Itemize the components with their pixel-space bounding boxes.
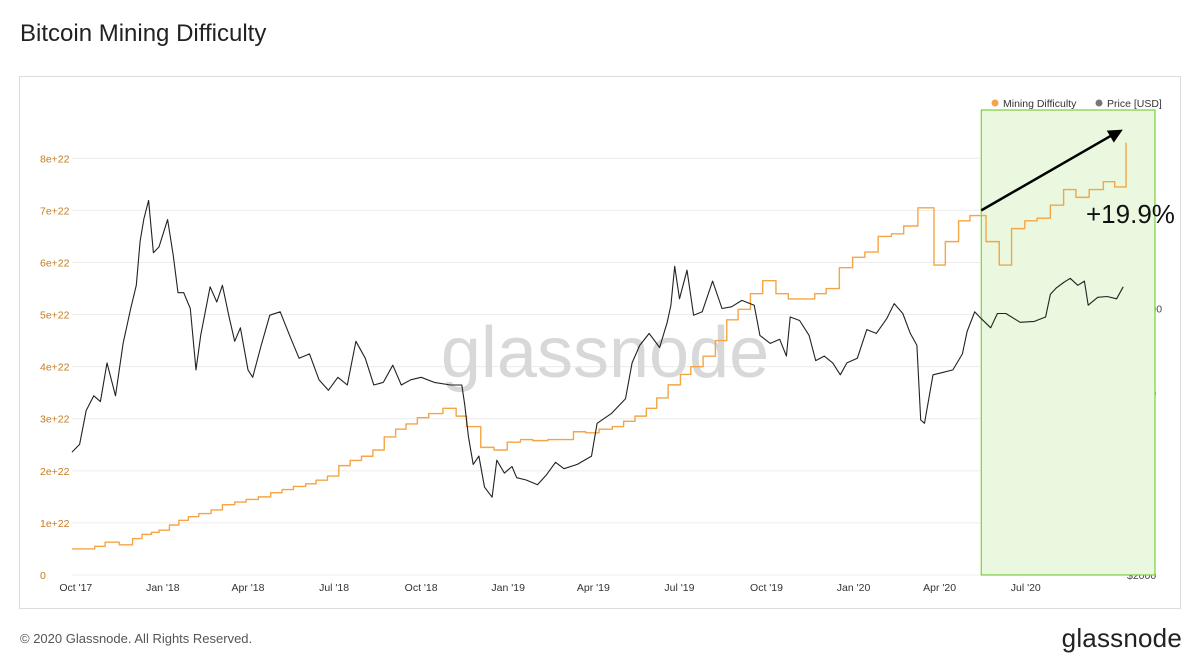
highlight-region <box>980 109 1156 576</box>
x-tick-label: Jul '20 <box>1011 582 1041 594</box>
annotation-label: +19.9% <box>1086 199 1175 229</box>
y-left-tick-label: 7e+22 <box>40 205 70 217</box>
legend-marker <box>991 99 999 107</box>
mining-difficulty-line <box>72 142 1127 550</box>
x-tick-label: Apr '20 <box>923 582 956 594</box>
legend-entry: Mining Difficulty <box>1003 98 1077 110</box>
y-left-tick-label: 8e+22 <box>40 153 70 165</box>
x-tick-label: Jan '18 <box>146 582 180 594</box>
brand-logo: glassnode <box>1061 623 1182 653</box>
x-tick-label: Oct '18 <box>405 582 438 594</box>
x-tick-label: Jul '18 <box>319 582 349 594</box>
page-title: Bitcoin Mining Difficulty <box>20 20 267 47</box>
x-tick-label: Apr '19 <box>577 582 610 594</box>
y-left-tick-label: 1e+22 <box>40 518 70 530</box>
annotation-arrow-line <box>980 133 1114 212</box>
annotation-arrow-head <box>1106 129 1123 143</box>
copyright-text: © 2020 Glassnode. All Rights Reserved. <box>20 631 253 646</box>
x-tick-label: Jan '19 <box>491 582 525 594</box>
price-line <box>71 199 1124 498</box>
y-left-tick-label: 2e+22 <box>40 466 70 478</box>
x-tick-label: Oct '17 <box>59 582 92 594</box>
legend-marker <box>1095 99 1103 107</box>
legend-entry: Price [USD] <box>1107 98 1162 110</box>
y-left-tick-label: 3e+22 <box>40 414 70 426</box>
x-tick-label: Oct '19 <box>750 582 783 594</box>
y-left-tick-label: 4e+22 <box>40 362 70 374</box>
y-left-tick-label: 6e+22 <box>40 257 70 269</box>
x-tick-label: Apr '18 <box>232 582 265 594</box>
watermark: glassnode <box>441 313 769 393</box>
y-left-tick-label: 5e+22 <box>40 310 70 322</box>
y-left-tick-label: 0 <box>40 570 46 582</box>
x-tick-label: Jan '20 <box>837 582 871 594</box>
x-tick-label: Jul '19 <box>664 582 694 594</box>
chart-panel: 0 1e+22 2e+22 3e+22 4e+22 5e+22 6e+22 7e+22 8e+2… <box>19 76 1181 609</box>
difficulty-price-chart: 0 1e+22 2e+22 3e+22 4e+22 5e+22 6e+22 7e+22 8e+2… <box>40 98 1175 594</box>
